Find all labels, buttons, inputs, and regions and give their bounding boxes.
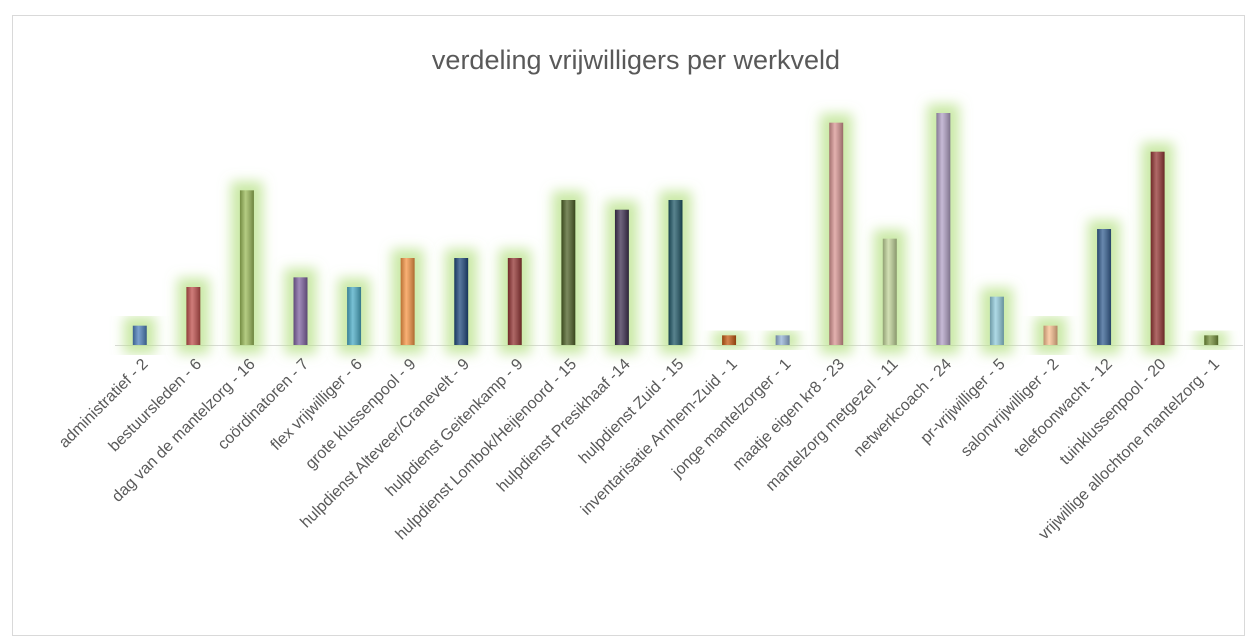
bar-group bbox=[347, 287, 362, 345]
bar-shade bbox=[293, 277, 308, 345]
bar-group bbox=[132, 325, 147, 345]
bar-shade bbox=[347, 287, 362, 345]
bar-shade bbox=[1204, 335, 1219, 345]
bar-group bbox=[1150, 151, 1165, 345]
bar-shade bbox=[400, 258, 415, 345]
bar-group bbox=[507, 258, 522, 345]
bar-shade bbox=[507, 258, 522, 345]
bar-shade bbox=[1150, 151, 1165, 345]
bar-shade bbox=[722, 335, 737, 345]
bar-group bbox=[722, 335, 737, 345]
bar-shade bbox=[989, 296, 1004, 345]
bar-group bbox=[775, 335, 790, 345]
bar-group bbox=[882, 238, 897, 345]
bar-group bbox=[293, 277, 308, 345]
bar-group bbox=[400, 258, 415, 345]
bar-group bbox=[614, 209, 629, 345]
bar-group bbox=[668, 200, 683, 345]
bar-shade bbox=[1043, 325, 1058, 345]
bar-shade bbox=[775, 335, 790, 345]
bar-shade bbox=[1097, 229, 1112, 345]
bar-shade bbox=[614, 209, 629, 345]
bar-shade bbox=[936, 113, 951, 345]
bar-group bbox=[1043, 325, 1058, 345]
bar-shade bbox=[132, 325, 147, 345]
bar-shade bbox=[186, 287, 201, 345]
bar-shade bbox=[668, 200, 683, 345]
bar-group bbox=[989, 296, 1004, 345]
chart-title: verdeling vrijwilligers per werkveld bbox=[432, 45, 840, 75]
bar-shade bbox=[561, 200, 576, 345]
bar-group bbox=[561, 200, 576, 345]
bar-group bbox=[936, 113, 951, 345]
bar-shade bbox=[454, 258, 469, 345]
bar-group bbox=[1097, 229, 1112, 345]
bar-group bbox=[239, 190, 254, 345]
bar-group bbox=[829, 122, 844, 346]
bar-shade bbox=[829, 122, 844, 346]
bar-group bbox=[186, 287, 201, 345]
bar-group bbox=[454, 258, 469, 345]
bar-shade bbox=[882, 238, 897, 345]
bar-shade bbox=[239, 190, 254, 345]
bar-group bbox=[1204, 335, 1219, 345]
